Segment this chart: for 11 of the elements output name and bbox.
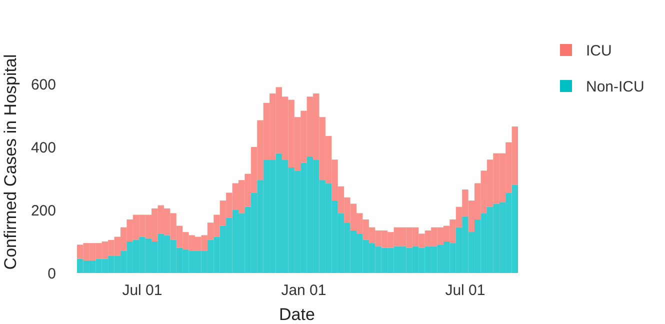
legend-label: ICU: [586, 42, 612, 60]
y-tick-label: 600: [30, 76, 56, 94]
y-tick-label: 0: [48, 265, 56, 282]
legend-label: Non-ICU: [586, 78, 644, 96]
y-axis-title: Confirmed Cases in Hospital: [1, 54, 20, 270]
y-tick-label: 200: [30, 202, 56, 220]
x-tick-label: Jan 01: [281, 282, 326, 299]
y-tick-label: 400: [30, 139, 56, 156]
x-tick-label: Jul 01: [122, 282, 162, 299]
x-axis-title: Date: [279, 305, 315, 324]
x-tick-label: Jul 01: [445, 282, 486, 299]
